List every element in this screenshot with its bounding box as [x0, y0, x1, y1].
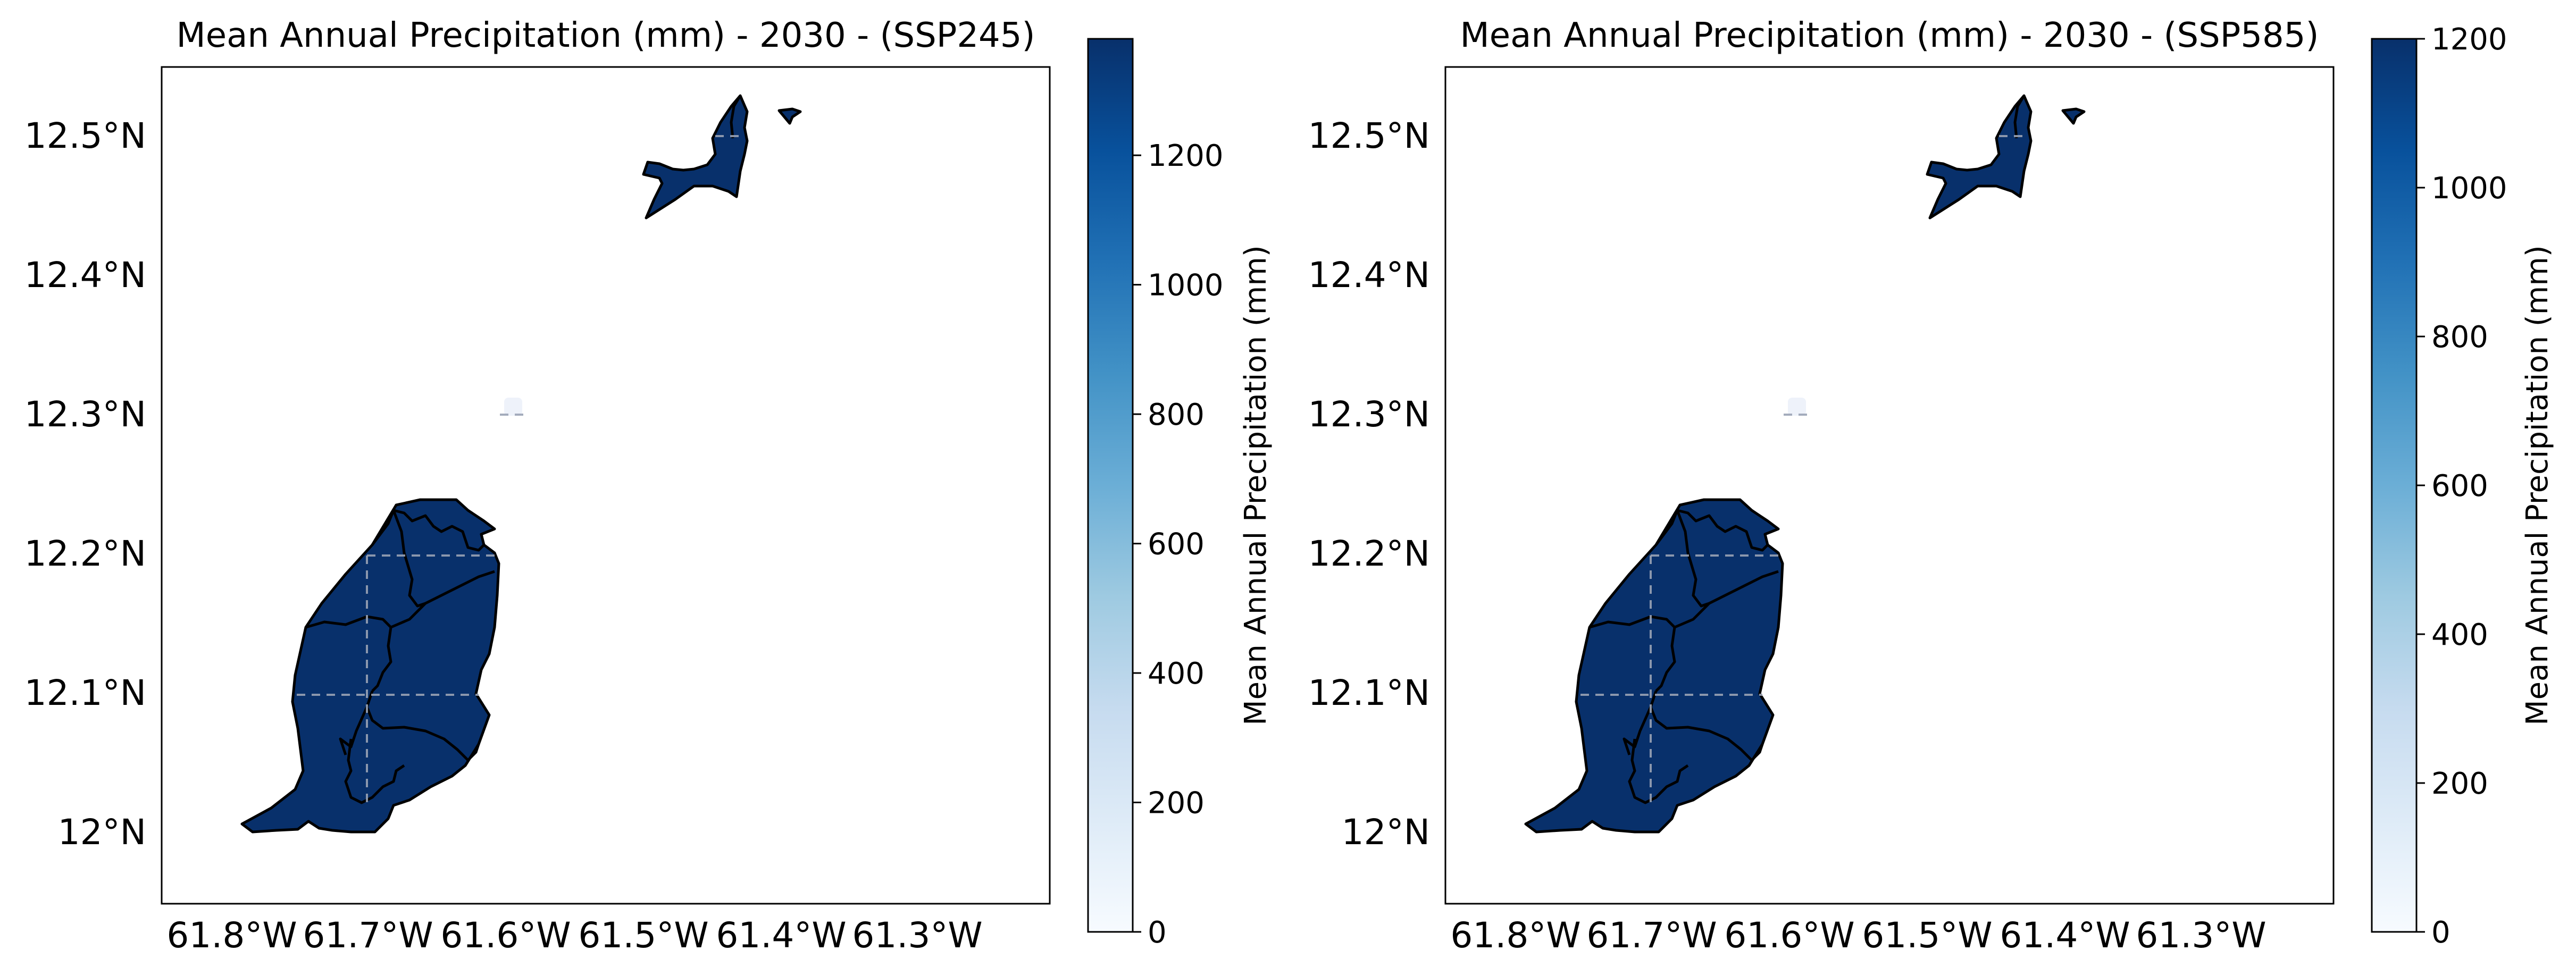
lat-tick-labels: 12.5°N 12.4°N 12.3°N 12.2°N 12.1°N 12°N: [24, 115, 146, 853]
colorbar-gradient: [2371, 38, 2418, 933]
colorbar-tick-label: 400: [1148, 657, 1205, 691]
lat-tick-label: 12.2°N: [24, 533, 146, 574]
map-panel-ssp245: Mean Annual Precipitation (mm) - 2030 - …: [24, 16, 1273, 956]
islet-speck: [504, 398, 522, 416]
parish-boundary: [365, 691, 480, 762]
lat-tick-label: 12.1°N: [1308, 672, 1430, 713]
lat-tick-label: 12.4°N: [1308, 255, 1430, 296]
carriacou-island: [1926, 94, 2033, 220]
parish-boundary: [1649, 691, 1764, 762]
parish-boundary: [390, 570, 495, 629]
lon-tick-label: 61.7°W: [303, 915, 433, 956]
lon-tick-label: 61.7°W: [1586, 915, 1717, 956]
colorbar-tick-label: 1200: [2431, 22, 2507, 57]
islet-speck: [1788, 398, 1806, 416]
lon-tick-label: 61.6°W: [1724, 915, 1854, 956]
lon-tick-label: 61.3°W: [2136, 915, 2266, 956]
lat-tick-label: 12.5°N: [1308, 115, 1430, 156]
colorbar-tick-label: 1000: [1148, 268, 1224, 303]
lat-tick-labels: 12.5°N 12.4°N 12.3°N 12.2°N 12.1°N 12°N: [1308, 115, 1430, 853]
parish-boundary: [392, 510, 426, 608]
lon-tick-label: 61.8°W: [1450, 915, 1580, 956]
lat-tick-label: 12°N: [1342, 812, 1430, 853]
lon-tick-label: 61.5°W: [1862, 915, 1992, 956]
parish-boundary: [344, 738, 405, 804]
colorbar-tick-label: 200: [1148, 786, 1205, 821]
lat-tick-label: 12.4°N: [24, 255, 146, 296]
petite-martinique-island: [777, 107, 802, 125]
map-area: [1524, 94, 2086, 834]
parish-boundary: [1674, 570, 1779, 629]
grenada-island: [1524, 498, 1784, 834]
lon-tick-label: 61.6°W: [440, 915, 571, 956]
colorbar-tick-label: 600: [1148, 527, 1205, 562]
lat-tick-label: 12.2°N: [1308, 533, 1430, 574]
colorbar-tick-label: 400: [2431, 618, 2488, 652]
colorbar-ticks: 0 200 400 600 800 1000 1200: [2416, 22, 2507, 950]
colorbar: 0 200 400 600 800 1000 1200 Mean Annual Precip…: [1087, 38, 1273, 950]
carriacou-island: [642, 94, 749, 220]
lat-tick-label: 12.1°N: [24, 672, 146, 713]
parish-boundary: [1628, 738, 1689, 804]
parish-boundary: [730, 95, 742, 139]
lat-tick-label: 12°N: [58, 812, 146, 853]
lon-tick-labels: 61.8°W 61.7°W 61.6°W 61.5°W 61.4°W 61.3°…: [166, 915, 982, 956]
petite-martinique-island: [2061, 107, 2086, 125]
colorbar: 0 200 400 600 800 1000 1200 Mean Annual Precip…: [2371, 22, 2555, 950]
panel-title: Mean Annual Precipitation (mm) - 2030 - …: [177, 16, 1035, 55]
colorbar-tick-label: 600: [2431, 469, 2488, 503]
map-frame: [1444, 66, 2335, 905]
parish-boundary: [1676, 510, 1710, 608]
colorbar-ticks: 0 200 400 600 800 1000 1200: [1133, 139, 1224, 950]
parish-boundary: [2013, 95, 2026, 139]
colorbar-label: Mean Annual Precipitation (mm): [2520, 245, 2555, 725]
colorbar-tick-label: 800: [1148, 398, 1205, 432]
lat-tick-label: 12.3°N: [24, 394, 146, 435]
map-frame: [161, 66, 1051, 905]
lon-tick-label: 61.3°W: [852, 915, 982, 956]
colorbar-tick-label: 800: [2431, 320, 2488, 355]
map-area: [240, 94, 802, 834]
lat-tick-label: 12.3°N: [1308, 394, 1430, 435]
colorbar-tick-label: 0: [1148, 915, 1167, 950]
lat-tick-label: 12.5°N: [24, 115, 146, 156]
panel-title: Mean Annual Precipitation (mm) - 2030 - …: [1460, 16, 2319, 55]
lon-tick-label: 61.5°W: [578, 915, 708, 956]
lon-tick-label: 61.8°W: [166, 915, 297, 956]
colorbar-gradient: [1087, 38, 1134, 933]
grenada-island: [240, 498, 500, 834]
colorbar-label: Mean Annual Precipitation (mm): [1239, 245, 1273, 725]
colorbar-tick-label: 1200: [1148, 139, 1224, 173]
lon-tick-label: 61.4°W: [716, 915, 846, 956]
lon-tick-labels: 61.8°W 61.7°W 61.6°W 61.5°W 61.4°W 61.3°…: [1450, 915, 2266, 956]
colorbar-tick-label: 0: [2431, 915, 2450, 950]
colorbar-tick-label: 1000: [2431, 171, 2507, 206]
colorbar-tick-label: 200: [2431, 767, 2488, 801]
map-panel-ssp585: Mean Annual Precipitation (mm) - 2030 - …: [1308, 16, 2555, 956]
lon-tick-label: 61.4°W: [2000, 915, 2130, 956]
